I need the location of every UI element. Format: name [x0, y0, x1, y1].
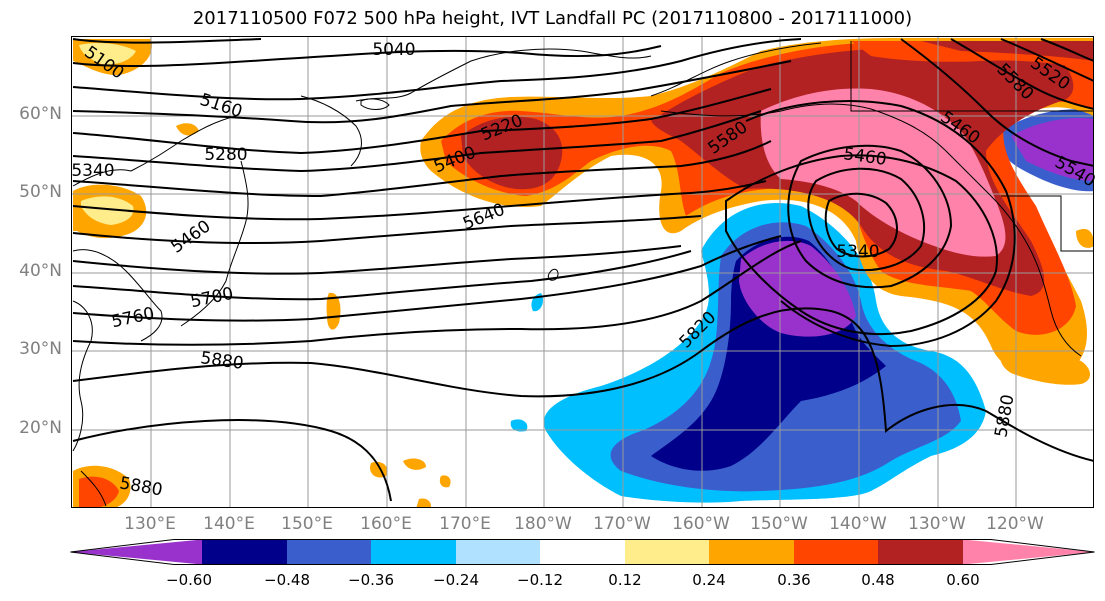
colorbar-segment	[625, 539, 709, 565]
lon-label-170w: 170°W	[593, 514, 651, 534]
coastlines	[72, 41, 1093, 507]
colorbar-segment	[540, 539, 625, 565]
colorbar-tick-label: −0.60	[166, 571, 212, 589]
colorbar-tick-label: −0.24	[433, 571, 479, 589]
lon-label-160e: 160°E	[360, 514, 412, 534]
colorbar-segment	[709, 539, 794, 565]
colorbar-outline	[70, 539, 1095, 565]
lat-label-30n: 30°N	[19, 339, 62, 359]
colorbar-segment	[963, 539, 1095, 565]
colorbar-tick-label: −0.36	[348, 571, 394, 589]
lon-label-150e: 150°E	[281, 514, 333, 534]
colorbar-segment	[878, 539, 963, 565]
lat-label-50n: 50°N	[19, 182, 62, 202]
colorbar-segment	[371, 539, 456, 565]
contour-label: 5040	[372, 40, 416, 60]
lon-label-150w: 150°W	[750, 514, 808, 534]
colorbar	[70, 539, 1095, 565]
lat-label-60n: 60°N	[19, 104, 62, 124]
colorbar-tick-label: 0.48	[861, 571, 895, 589]
map-title: 2017110500 F072 500 hPa height, IVT Land…	[192, 8, 913, 29]
colorbar-segment	[287, 539, 371, 565]
colorbar-tick-label: 0.60	[946, 571, 980, 589]
colorbar-tick-label: 0.36	[777, 571, 811, 589]
lon-label-130e: 130°E	[124, 514, 176, 534]
colorbar-tick-label: −0.48	[264, 571, 310, 589]
colorbar-tick-label: −0.12	[517, 571, 563, 589]
map-panel	[71, 36, 1094, 508]
lon-label-170e: 170°E	[439, 514, 491, 534]
contour-label: 5280	[204, 145, 248, 165]
lon-label-180w: 180°W	[514, 514, 572, 534]
lon-label-140w: 140°W	[829, 514, 887, 534]
colorbar-segment	[456, 539, 540, 565]
lon-label-130w: 130°W	[908, 514, 966, 534]
lon-label-140e: 140°E	[203, 514, 255, 534]
colorbar-tick-label: 0.24	[692, 571, 726, 589]
colorbar-segment	[202, 539, 287, 565]
lon-label-160w: 160°W	[672, 514, 730, 534]
colorbar-segment	[794, 539, 878, 565]
height-contours	[72, 38, 1093, 502]
lon-label-120w: 120°W	[986, 514, 1044, 534]
lat-label-20n: 20°N	[19, 418, 62, 438]
colorbar-tick-label: 0.12	[608, 571, 642, 589]
colorbar-segment	[70, 539, 202, 565]
graticule-grid	[72, 37, 1093, 507]
contour-label: 5340	[836, 242, 880, 262]
lat-label-40n: 40°N	[19, 261, 62, 281]
contour-label: 5340	[71, 161, 115, 181]
